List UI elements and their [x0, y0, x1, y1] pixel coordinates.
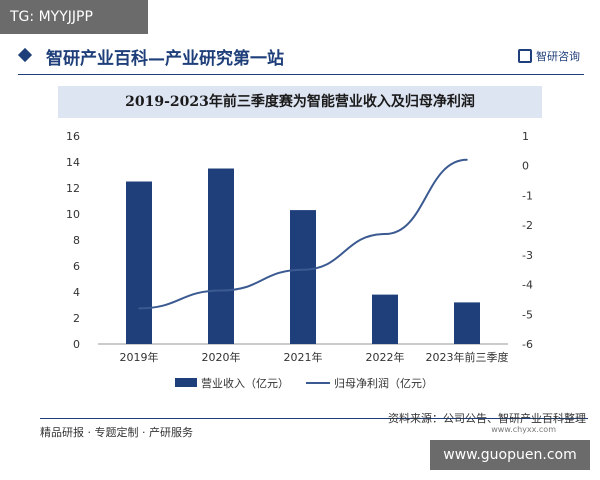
brand: 智研咨询 [518, 48, 580, 64]
bar [454, 302, 480, 344]
line-point [220, 289, 222, 292]
line-point [302, 268, 304, 271]
x-tick-label: 2022年 [366, 350, 405, 364]
footer-tagline: 精品研报 · 专题定制 · 产研服务 [40, 426, 193, 439]
y-right-tick-label: -5 [522, 308, 533, 321]
y-left-tick-label: 12 [66, 182, 80, 195]
line-point [466, 158, 468, 161]
y-left-tick-label: 2 [73, 312, 80, 325]
page-title: 智研产业百科—产业研究第一站 [46, 49, 284, 69]
chart-title-box: 2019-2023年前三季度赛为智能营业收入及归母净利润 [58, 86, 542, 118]
legend-bar-label: 营业收入（亿元） [201, 376, 289, 390]
tg-badge: TG: MYYJJPP [0, 0, 148, 34]
watermark-badge: www.guopuen.com [430, 440, 590, 470]
line-point [384, 233, 386, 235]
series-line [138, 158, 468, 310]
legend-bar-swatch [175, 378, 197, 387]
legend-line-label: 归母净利润（亿元） [334, 376, 433, 390]
y-right-tick-label: -3 [522, 249, 533, 262]
brand-logo-icon [518, 49, 532, 63]
site-url: www.chyxx.com [491, 425, 556, 434]
y-left-tick-label: 6 [73, 260, 80, 273]
bar [126, 181, 152, 344]
line-point [138, 307, 140, 310]
x-tick-label: 2021年 [284, 350, 323, 364]
y-left-tick-label: 14 [66, 156, 80, 169]
y-right-tick-label: -6 [522, 338, 533, 351]
y-right-tick-label: 0 [522, 160, 529, 173]
y-right-tick-label: -4 [522, 279, 533, 292]
y-left-tick-label: 10 [66, 208, 80, 221]
x-tick-label: 2020年 [202, 350, 241, 364]
chart-title: 2019-2023年前三季度赛为智能营业收入及归母净利润 [125, 94, 475, 110]
x-tick-label: 2023年前三季度 [426, 350, 509, 364]
y-right-tick-label: -1 [522, 189, 533, 202]
header-divider [18, 74, 584, 75]
x-tick-label: 2019年 [120, 350, 159, 364]
bar [372, 294, 398, 344]
y-left-tick-label: 4 [73, 286, 80, 299]
y-right-tick-label: 1 [522, 130, 529, 143]
y-right-tick-label: -2 [522, 219, 533, 232]
bar [290, 210, 316, 344]
source-note: 资料来源：公司公告、智研产业百科整理 [388, 412, 586, 425]
brand-name: 智研咨询 [536, 50, 580, 63]
page-header: 智研产业百科—产业研究第一站 智研咨询 [17, 42, 584, 72]
bar [208, 168, 234, 344]
y-left-tick-label: 16 [66, 130, 80, 143]
y-left-tick-label: 8 [73, 234, 80, 247]
y-left-tick-label: 0 [73, 338, 80, 351]
footer-divider [40, 418, 588, 419]
